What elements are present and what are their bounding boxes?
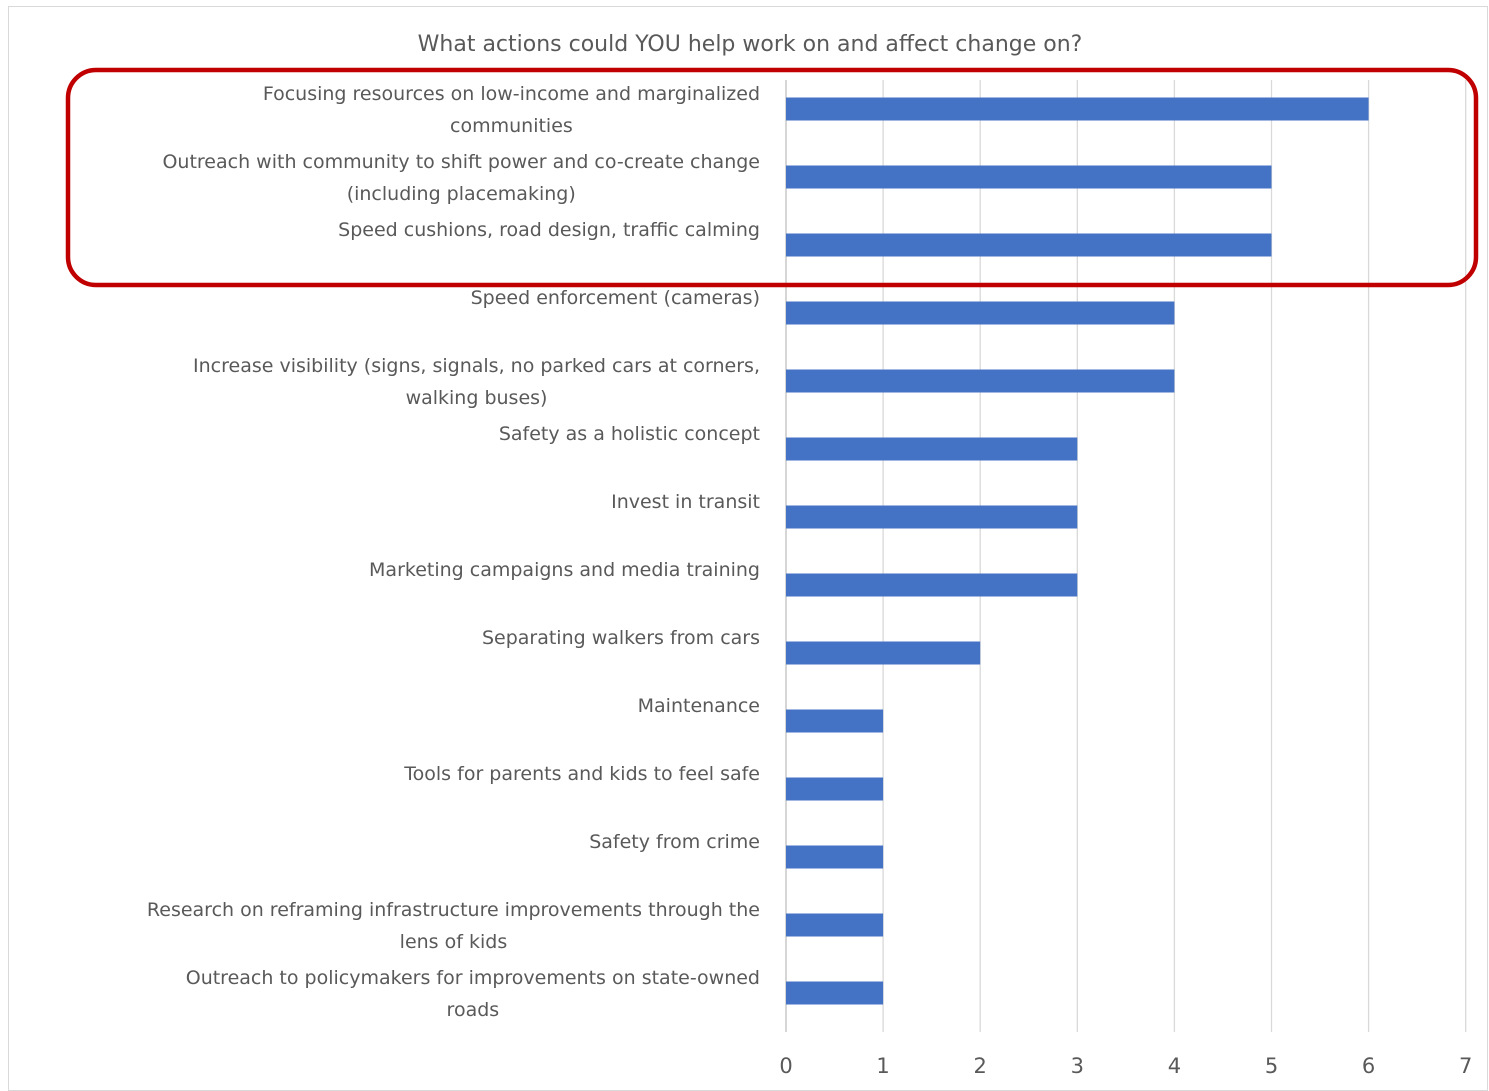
- bar-1: [786, 97, 1369, 121]
- bar-13: [786, 913, 884, 937]
- category-label-9: Separating walkers from cars: [482, 627, 760, 649]
- category-label-line: Marketing campaigns and media training: [369, 559, 760, 581]
- x-tick-label-4: 4: [1168, 1054, 1181, 1078]
- bar-9: [786, 641, 981, 665]
- x-tick-label-5: 5: [1265, 1054, 1278, 1078]
- x-tick-label-0: 0: [779, 1054, 792, 1078]
- category-label-4: Speed enforcement (cameras): [471, 287, 760, 309]
- category-label-line: Maintenance: [638, 695, 760, 717]
- category-label-12: Safety from crime: [589, 831, 760, 853]
- category-label-line: Separating walkers from cars: [482, 627, 760, 649]
- category-label-line: roads: [447, 999, 500, 1021]
- bar-5: [786, 369, 1175, 393]
- category-label-line: Speed cushions, road design, traffic cal…: [338, 219, 760, 241]
- category-label-14: Outreach to policymakers for improvement…: [186, 967, 760, 1021]
- category-label-line: Safety as a holistic concept: [499, 423, 760, 445]
- category-labels: Focusing resources on low-income and mar…: [147, 83, 760, 1021]
- category-label-2: Outreach with community to shift power a…: [162, 151, 760, 205]
- category-label-line: Outreach to policymakers for improvement…: [186, 967, 760, 989]
- category-label-line: communities: [450, 115, 573, 137]
- x-tick-label-3: 3: [1071, 1054, 1084, 1078]
- category-label-line: Speed enforcement (cameras): [471, 287, 760, 309]
- category-label-line: Outreach with community to shift power a…: [162, 151, 760, 173]
- chart-title: What actions could YOU help work on and …: [418, 32, 1083, 57]
- bar-11: [786, 777, 884, 801]
- bar-10: [786, 709, 884, 733]
- highlight-box: [65, 67, 1479, 288]
- bar-3: [786, 233, 1272, 257]
- category-label-11: Tools for parents and kids to feel safe: [403, 763, 760, 785]
- category-label-6: Safety as a holistic concept: [499, 423, 760, 445]
- category-label-line: Tools for parents and kids to feel safe: [403, 763, 760, 785]
- category-label-line: walking buses): [406, 387, 548, 409]
- x-tick-label-2: 2: [974, 1054, 987, 1078]
- category-label-8: Marketing campaigns and media training: [369, 559, 760, 581]
- highlight-callout: [65, 67, 1479, 288]
- category-label-line: Increase visibility (signs, signals, no …: [193, 355, 760, 377]
- category-label-7: Invest in transit: [611, 491, 760, 513]
- x-tick-labels: 0 1 2 3 4 5 6 7: [779, 1054, 1472, 1078]
- x-tick-label-1: 1: [876, 1054, 889, 1078]
- category-label-5: Increase visibility (signs, signals, no …: [193, 355, 760, 409]
- category-label-line: Safety from crime: [589, 831, 760, 853]
- bar-6: [786, 437, 1078, 461]
- category-label-line: Invest in transit: [611, 491, 760, 513]
- category-label-13: Research on reframing infrastructure imp…: [147, 899, 760, 953]
- category-label-1: Focusing resources on low-income and mar…: [263, 83, 760, 137]
- bar-14: [786, 981, 884, 1005]
- category-label-line: (including placemaking): [347, 183, 576, 205]
- bar-7: [786, 505, 1078, 529]
- bar-12: [786, 845, 884, 869]
- x-tick-label-7: 7: [1459, 1054, 1472, 1078]
- category-label-line: lens of kids: [400, 931, 508, 953]
- bar-2: [786, 165, 1272, 189]
- bar-8: [786, 573, 1078, 597]
- category-label-line: Focusing resources on low-income and mar…: [263, 83, 760, 105]
- category-label-10: Maintenance: [638, 695, 760, 717]
- x-tick-label-6: 6: [1362, 1054, 1375, 1078]
- gridlines: [785, 80, 1467, 1032]
- category-label-line: Research on reframing infrastructure imp…: [147, 899, 760, 921]
- bar-4: [786, 301, 1175, 325]
- bars: [786, 97, 1369, 1005]
- category-label-3: Speed cushions, road design, traffic cal…: [338, 219, 760, 241]
